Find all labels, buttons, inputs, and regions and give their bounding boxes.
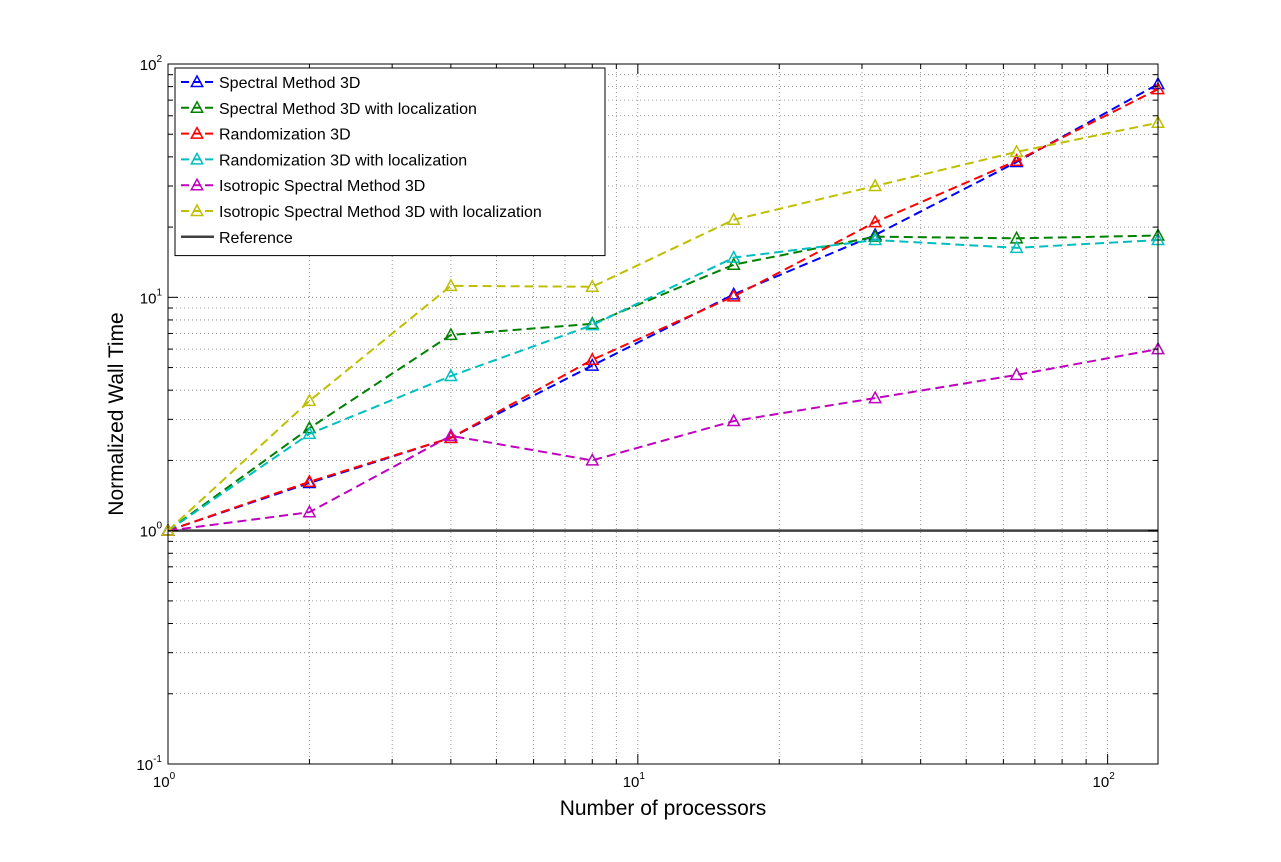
x-tick-label: 101 bbox=[623, 771, 646, 791]
legend-item: Randomization 3D with localization bbox=[181, 151, 467, 169]
plot-frame bbox=[167, 63, 1159, 765]
legend-item: Randomization 3D bbox=[181, 126, 351, 144]
data-point-marker bbox=[868, 229, 883, 242]
series-line bbox=[167, 348, 1159, 532]
x-axis-title: Number of processors bbox=[560, 797, 767, 820]
legend-label: Reference bbox=[219, 230, 293, 247]
data-point-marker bbox=[443, 368, 458, 382]
legend-label: Randomization 3D bbox=[219, 127, 351, 144]
series-line bbox=[167, 83, 1159, 532]
x-tick-label: 100 bbox=[153, 771, 176, 791]
data-point-marker bbox=[585, 452, 600, 466]
series-line bbox=[167, 234, 1159, 532]
legend-label: Spectral Method 3D with localization bbox=[219, 101, 477, 118]
legend-item: Isotropic Spectral Method 3D with locali… bbox=[181, 203, 542, 221]
legend-label: Spectral Method 3D bbox=[219, 75, 360, 92]
y-axis-title: Normalized Wall Time bbox=[105, 312, 128, 515]
legend-marker bbox=[190, 100, 204, 114]
data-point-marker bbox=[1009, 153, 1024, 166]
legend-label: Isotropic Spectral Method 3D bbox=[219, 178, 425, 195]
data-point-marker bbox=[302, 393, 317, 407]
legend: Spectral Method 3D Spectral Method 3D wit… bbox=[174, 67, 606, 257]
data-point-marker bbox=[1009, 240, 1024, 254]
legend-marker bbox=[190, 74, 204, 88]
data-point-marker bbox=[868, 232, 883, 246]
data-point-marker bbox=[726, 250, 741, 263]
data-point-marker bbox=[302, 426, 317, 440]
legend-item: Spectral Method 3D bbox=[181, 74, 360, 92]
x-tick-label: 102 bbox=[1093, 771, 1116, 791]
data-point-marker bbox=[1009, 144, 1024, 158]
legend-marker bbox=[190, 151, 204, 165]
legend-item: Spectral Method 3D with localization bbox=[181, 100, 477, 118]
data-point-marker bbox=[302, 420, 317, 434]
y-tick-label: 100 bbox=[140, 521, 163, 541]
data-point-marker bbox=[443, 278, 458, 292]
legend-marker bbox=[190, 177, 204, 191]
series-line bbox=[167, 239, 1159, 532]
data-point-marker bbox=[302, 504, 317, 518]
legend-item: Isotropic Spectral Method 3D bbox=[181, 177, 425, 195]
data-point-marker bbox=[868, 390, 883, 404]
data-point-marker bbox=[302, 474, 317, 488]
legend-item: Reference bbox=[181, 230, 293, 247]
series-line bbox=[167, 121, 1159, 532]
data-point-marker bbox=[726, 257, 741, 270]
legend-label: Isotropic Spectral Method 3D with locali… bbox=[219, 204, 542, 221]
data-point-marker bbox=[585, 352, 600, 366]
data-point-marker bbox=[726, 212, 741, 226]
y-tick-label: 101 bbox=[140, 287, 163, 307]
data-point-marker bbox=[585, 317, 600, 331]
data-point-marker bbox=[1009, 367, 1024, 381]
data-point-marker bbox=[868, 178, 883, 192]
data-point-marker bbox=[726, 288, 741, 302]
data-point-marker bbox=[585, 279, 600, 293]
y-tick-label: 102 bbox=[140, 54, 163, 74]
legend-marker bbox=[190, 126, 204, 139]
data-point-marker bbox=[868, 214, 883, 228]
series-line bbox=[167, 88, 1159, 532]
legend-marker bbox=[190, 203, 204, 217]
data-point-marker bbox=[443, 327, 458, 341]
data-point-marker bbox=[443, 428, 458, 442]
y-tick-label: 10-1 bbox=[136, 754, 162, 774]
legend-label: Randomization 3D with localization bbox=[219, 152, 467, 169]
data-point-marker bbox=[726, 413, 741, 427]
data-point-marker bbox=[726, 286, 741, 300]
legend-box bbox=[174, 67, 606, 257]
series-randomization-3d-with-localization bbox=[161, 232, 1165, 536]
